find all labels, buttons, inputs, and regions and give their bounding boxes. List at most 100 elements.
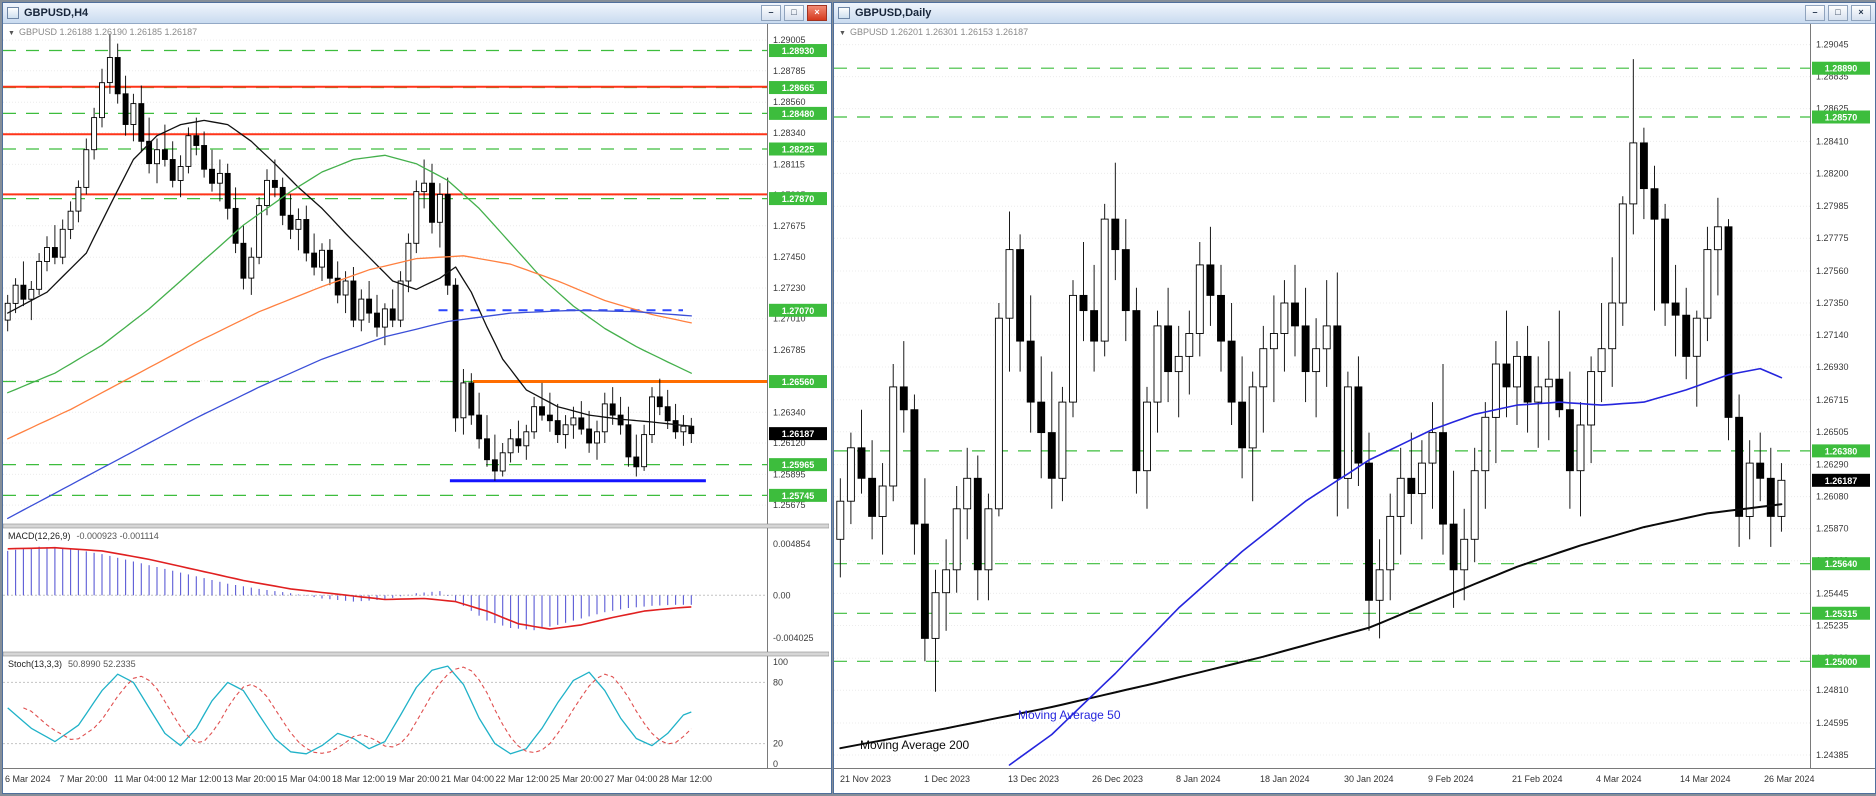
- candle: [209, 168, 215, 184]
- candle: [1735, 416, 1744, 517]
- time-axis-label: 27 Mar 04:00: [604, 774, 658, 784]
- candle: [287, 214, 294, 230]
- candle: [248, 256, 255, 279]
- candle: [1766, 477, 1775, 517]
- candle: [1111, 218, 1120, 251]
- candle: [75, 186, 82, 212]
- candle: [271, 179, 278, 188]
- candle: [311, 252, 318, 268]
- candle: [586, 428, 593, 444]
- candle: [232, 207, 239, 244]
- time-axis-h4[interactable]: 6 Mar 2024 7 Mar 20:00 11 Mar 04:00 12 Mar …: [3, 768, 831, 792]
- candle: [1375, 569, 1384, 601]
- window-titlebar[interactable]: GBPUSD,H4 – □ ×: [3, 3, 831, 24]
- price-scale-label: 1.28835: [1816, 72, 1849, 82]
- candle: [1100, 218, 1109, 342]
- candle: [952, 508, 961, 571]
- candle: [1301, 325, 1310, 373]
- time-axis-label: 1 Dec 2023: [924, 774, 971, 784]
- candle: [1713, 226, 1722, 251]
- price-scale-label: 1.29045: [1816, 40, 1849, 50]
- moving-average-200[interactable]: [839, 503, 1783, 750]
- moving-average-50[interactable]: [1008, 367, 1783, 766]
- minimize-button[interactable]: –: [761, 5, 781, 21]
- badge-bg: [769, 427, 827, 441]
- candle: [1460, 538, 1469, 571]
- quote-line: ▼ GBPUSD 1.26201 1.26301 1.26153 1.26187: [839, 27, 1028, 37]
- candle: [1206, 264, 1215, 296]
- ma-slowest-blue[interactable]: [7, 309, 692, 520]
- symbol-dropdown-icon[interactable]: ▼: [839, 30, 846, 37]
- candle: [1745, 462, 1754, 517]
- time-axis-label: 14 Mar 2024: [1680, 774, 1731, 784]
- candle: [1090, 310, 1099, 342]
- candle: [1407, 477, 1416, 494]
- candle: [515, 438, 522, 447]
- macd-scale-label: -0.004025: [773, 633, 814, 643]
- candle: [334, 277, 341, 296]
- candle: [201, 145, 208, 170]
- candle: [1682, 314, 1691, 357]
- candle: [185, 135, 192, 167]
- candle: [1016, 249, 1025, 342]
- panel-divider[interactable]: [3, 523, 829, 529]
- time-axis-daily[interactable]: 21 Nov 2023 1 Dec 2023 13 Dec 2023 26 Dec 2…: [834, 768, 1875, 792]
- candle: [1618, 203, 1627, 304]
- badge-text: 1.28225: [782, 145, 815, 155]
- restore-button[interactable]: □: [1828, 5, 1848, 21]
- chart-canvas-daily[interactable]: 1.29045 1.28835 1.28625 1.28410 1.28200 1.279…: [834, 24, 1873, 768]
- time-axis-label: 8 Jan 2024: [1176, 774, 1221, 784]
- candle: [1523, 355, 1532, 403]
- candle: [1629, 142, 1638, 205]
- time-axis-label: 30 Jan 2024: [1344, 774, 1394, 784]
- level-price-badge: 1.25640: [1812, 557, 1870, 571]
- close-button[interactable]: ×: [807, 5, 827, 21]
- candle: [578, 417, 585, 430]
- price-scale-label: 1.27350: [1816, 298, 1849, 308]
- candle: [1587, 371, 1596, 426]
- ma-medium-green[interactable]: [7, 154, 692, 394]
- badge-bg: [769, 81, 827, 95]
- candle: [1238, 401, 1247, 449]
- candle: [1269, 333, 1278, 350]
- price-scale-bg: [1811, 24, 1873, 768]
- chart-canvas-h4[interactable]: 1.29005 1.28785 1.28560 1.28340 1.28115 1.278…: [3, 24, 829, 768]
- symbol-dropdown-icon[interactable]: ▼: [8, 30, 15, 37]
- macd-scale-label: 0.00: [773, 590, 791, 600]
- candle: [1195, 264, 1204, 334]
- candle: [381, 308, 388, 328]
- candles[interactable]: [836, 59, 1786, 692]
- minimize-button[interactable]: –: [1805, 5, 1825, 21]
- level-price-badge: 1.26380: [1812, 444, 1870, 458]
- candles[interactable]: [4, 33, 695, 481]
- close-button[interactable]: ×: [1851, 5, 1871, 21]
- candle: [1143, 401, 1151, 472]
- candle: [1322, 325, 1331, 350]
- panel-divider[interactable]: [3, 651, 829, 657]
- quote-line: ▼ GBPUSD 1.26188 1.26190 1.26185 1.26187: [8, 27, 197, 37]
- restore-button[interactable]: □: [784, 5, 804, 21]
- badge-bg: [769, 44, 827, 58]
- price-scale-label: 1.25675: [773, 500, 806, 510]
- ma-fast-black[interactable]: [7, 119, 692, 427]
- price-scale-label: 1.25235: [1816, 621, 1849, 631]
- candle: [889, 386, 898, 487]
- price-scale-label: 1.26120: [773, 438, 806, 448]
- candle: [1513, 355, 1521, 388]
- candle: [1153, 325, 1162, 403]
- time-axis-label: 13 Mar 20:00: [223, 774, 277, 784]
- badge-text: 1.28665: [782, 83, 815, 93]
- price-scale-label: 1.28785: [773, 66, 806, 76]
- candle: [1597, 348, 1606, 373]
- candle: [1354, 386, 1363, 464]
- price-scale-label: 1.26290: [1816, 460, 1849, 470]
- ma-slow-orange[interactable]: [7, 255, 692, 440]
- level-price-badge: 1.25000: [1812, 654, 1870, 668]
- price-scale-label: 1.26930: [1816, 362, 1849, 372]
- window-controls: – □ ×: [761, 5, 827, 21]
- candle: [1396, 477, 1405, 517]
- window-titlebar[interactable]: GBPUSD,Daily – □ ×: [834, 3, 1875, 24]
- badge-bg: [769, 142, 827, 156]
- candle: [1555, 378, 1564, 411]
- price-scale-label: 1.27450: [773, 252, 806, 262]
